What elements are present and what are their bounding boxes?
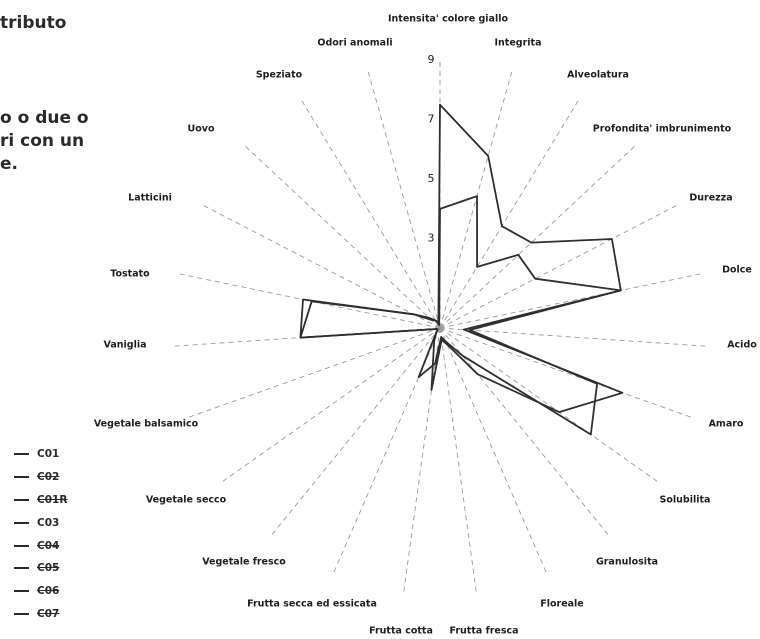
axis-label: Amaro bbox=[709, 419, 744, 430]
legend-item: C02 bbox=[14, 466, 67, 489]
spoke-line bbox=[439, 144, 637, 329]
legend-label: C06 bbox=[37, 585, 60, 598]
radial-tick-label: 7 bbox=[428, 113, 435, 126]
spoke-line bbox=[439, 273, 703, 329]
axis-label: Integrita bbox=[495, 38, 542, 49]
series-line-c02 bbox=[299, 195, 624, 414]
legend-swatch bbox=[14, 544, 29, 547]
body-text-line-1: o o due o bbox=[0, 108, 89, 128]
legend-label: C03 bbox=[37, 516, 60, 529]
spoke-line bbox=[220, 327, 441, 483]
spoke-line bbox=[201, 204, 441, 329]
legend-item: C01R bbox=[14, 489, 67, 512]
spoke-line bbox=[439, 98, 580, 329]
axis-label: Vegetale balsamico bbox=[94, 419, 199, 430]
spoke-line bbox=[439, 327, 708, 347]
axis-label: Latticini bbox=[128, 193, 172, 204]
legend-swatch bbox=[14, 590, 29, 593]
legend-item: C04 bbox=[14, 534, 67, 557]
spoke-line bbox=[270, 327, 441, 537]
axis-label: Intensita' colore giallo bbox=[388, 14, 508, 25]
spoke-line bbox=[187, 327, 441, 419]
axis-label: Durezza bbox=[689, 193, 732, 204]
legend-swatch bbox=[14, 521, 29, 524]
axis-label: Granulosita bbox=[596, 557, 658, 568]
axis-label: Frutta cotta bbox=[369, 626, 433, 637]
legend-item: C03 bbox=[14, 511, 67, 534]
body-text-line-2: ri con un bbox=[0, 131, 85, 151]
axis-label: Acido bbox=[727, 340, 757, 351]
radial-tick-label: 5 bbox=[428, 172, 435, 185]
legend-item: C06 bbox=[14, 580, 67, 603]
legend-swatch bbox=[14, 567, 29, 570]
axis-label: Dolce bbox=[722, 265, 752, 276]
legend-item: C07 bbox=[14, 603, 67, 626]
axis-label: Speziato bbox=[256, 70, 303, 81]
legend-label: C04 bbox=[37, 539, 60, 552]
spoke-line bbox=[367, 69, 441, 329]
axis-label: Profondita' imbrunimento bbox=[593, 124, 732, 135]
axis-label: Odori anomali bbox=[317, 38, 392, 49]
legend-swatch bbox=[14, 476, 29, 479]
spoke-line bbox=[243, 144, 441, 329]
legend-label: C02 bbox=[37, 471, 60, 484]
legend-item: C01 bbox=[14, 443, 67, 466]
legend-label: C05 bbox=[37, 562, 60, 575]
legend-label: C01 bbox=[37, 448, 60, 461]
axis-label: Floreale bbox=[540, 599, 584, 610]
radial-tick-label: 9 bbox=[428, 53, 435, 66]
legend-label: C01R bbox=[37, 493, 68, 506]
series-line-c01 bbox=[299, 103, 622, 436]
axis-label: Frutta fresca bbox=[449, 626, 518, 637]
axis-label: Alveolatura bbox=[567, 70, 629, 81]
spoke-line bbox=[439, 204, 679, 329]
axis-label: Vegetale fresco bbox=[202, 557, 286, 568]
spoke-line bbox=[439, 327, 660, 483]
axis-label: Vegetale secco bbox=[146, 495, 227, 506]
legend: C01 C02 C01R C03 C04 C05 C06 C07 bbox=[14, 443, 67, 625]
legend-swatch bbox=[14, 612, 29, 615]
spoke-line bbox=[300, 98, 441, 329]
radial-tick-label: 3 bbox=[428, 232, 435, 245]
axis-label: Uovo bbox=[188, 124, 215, 135]
axis-label: Vaniglia bbox=[104, 340, 147, 351]
axis-label: Tostato bbox=[110, 269, 150, 280]
body-text-line-3: e. bbox=[0, 154, 18, 174]
legend-label: C07 bbox=[37, 607, 60, 620]
legend-swatch bbox=[14, 498, 29, 501]
axis-label: Frutta secca ed essicata bbox=[247, 599, 377, 610]
spoke-line bbox=[439, 327, 693, 419]
legend-item: C05 bbox=[14, 557, 67, 580]
axis-label: Solubilita bbox=[660, 495, 711, 506]
legend-swatch bbox=[14, 453, 29, 456]
spoke-line bbox=[439, 327, 548, 574]
spoke-line bbox=[439, 327, 610, 537]
page-title-fragment: tributo bbox=[0, 13, 67, 33]
